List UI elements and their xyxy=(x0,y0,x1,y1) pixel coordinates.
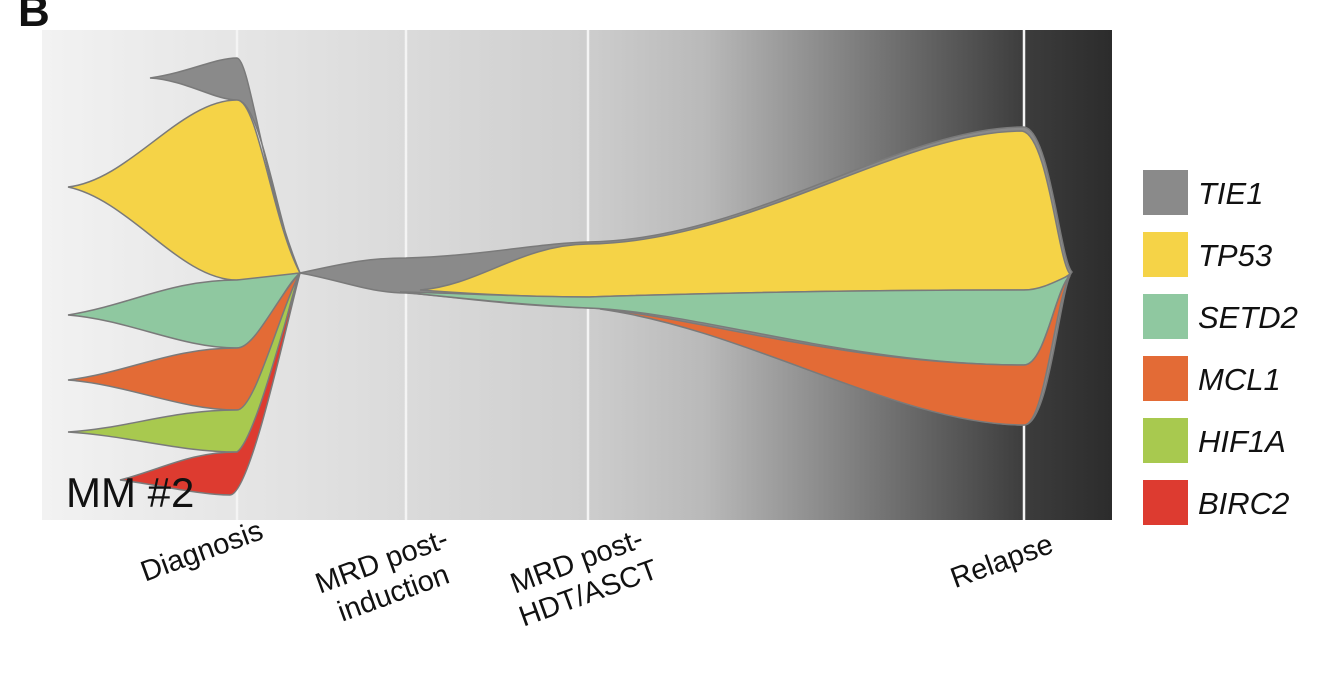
clone-shape xyxy=(599,275,1071,426)
timepoint-label-line: Relapse xyxy=(946,528,1057,594)
legend-label: TP53 xyxy=(1198,238,1272,273)
legend-swatch xyxy=(1143,480,1188,525)
legend-label: TIE1 xyxy=(1198,176,1263,211)
legend-swatch xyxy=(1143,294,1188,339)
legend-label: HIF1A xyxy=(1198,424,1286,459)
legend-swatch xyxy=(1143,170,1188,215)
panel-label: B xyxy=(18,0,50,36)
legend: TIE1 TP53 SETD2 MCL1 HIF1A BIRC2 xyxy=(1143,170,1298,525)
legend-swatch xyxy=(1143,418,1188,463)
sample-label: MM #2 xyxy=(66,469,194,516)
fish-plot xyxy=(67,57,1074,496)
timepoint-labels: Diagnosis MRD post-induction MRD post-HDT/… xyxy=(137,515,1058,634)
clone-shape xyxy=(67,99,302,281)
legend-label: MCL1 xyxy=(1198,362,1281,397)
timepoint-label-line: Diagnosis xyxy=(137,515,268,589)
legend-label: SETD2 xyxy=(1198,300,1298,335)
timepoint-label: MRD post-HDT/ASCT xyxy=(503,522,662,634)
timepoint-label: MRD post-induction xyxy=(311,523,464,632)
timepoint-label: Relapse xyxy=(946,528,1057,594)
legend-label: BIRC2 xyxy=(1198,486,1289,521)
timepoint-label: Diagnosis xyxy=(137,515,268,589)
legend-swatch xyxy=(1143,356,1188,401)
legend-swatch xyxy=(1143,232,1188,277)
